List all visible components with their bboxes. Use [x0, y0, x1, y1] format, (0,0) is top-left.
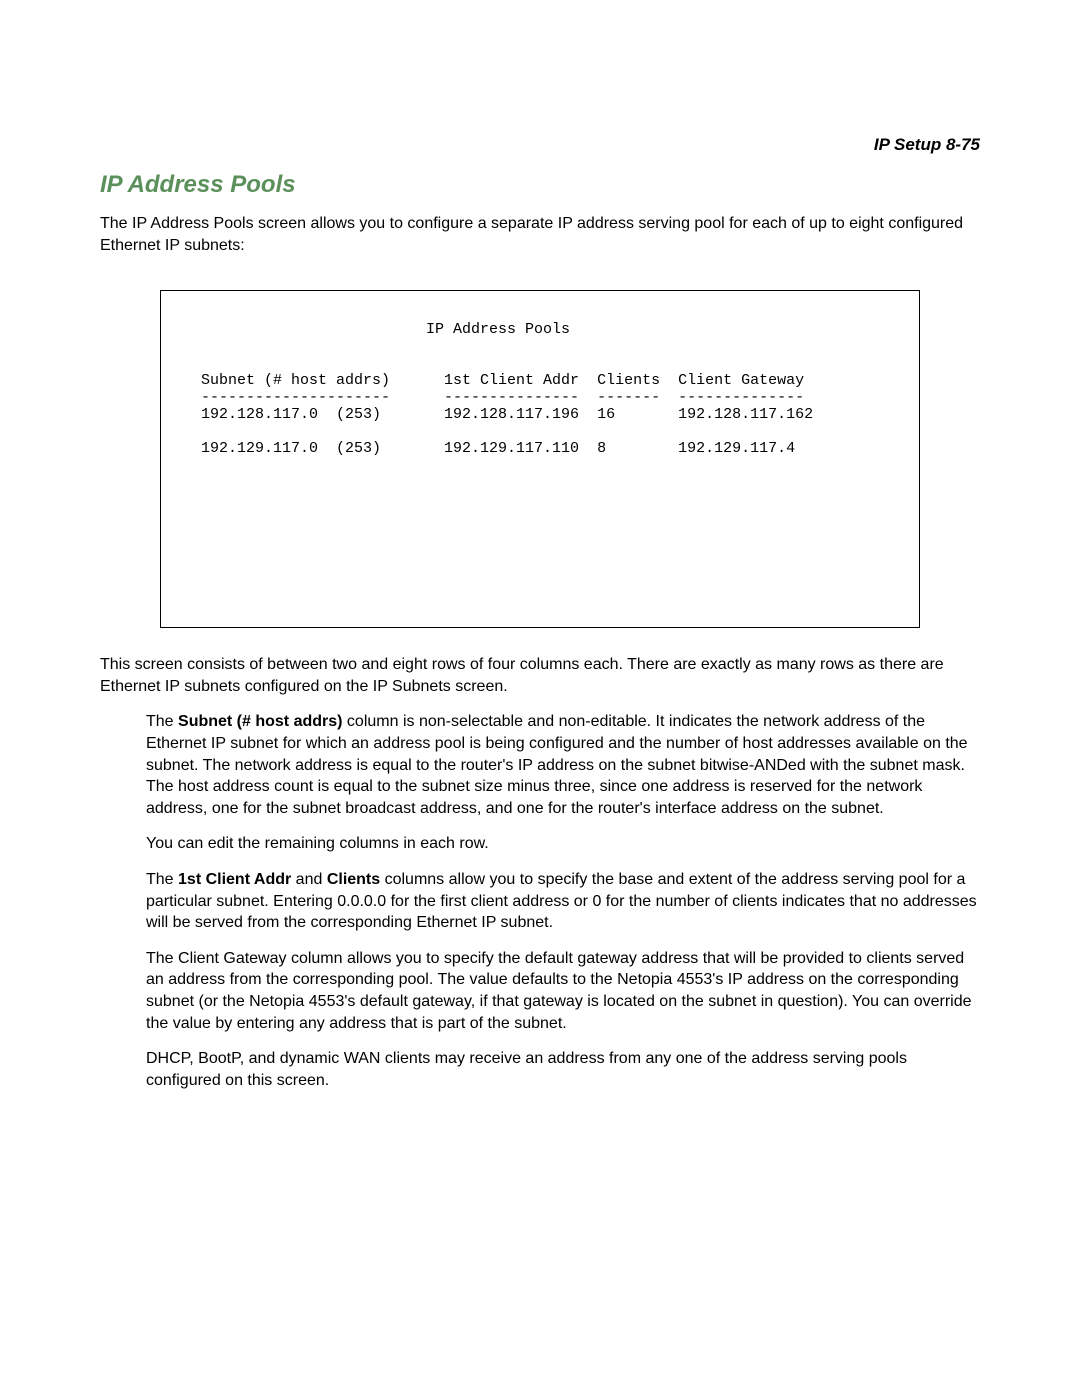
paragraph-4: The 1st Client Addr and Clients columns …	[146, 869, 980, 934]
page-header-label: IP Setup 8-75	[874, 135, 980, 154]
paragraph-2-prefix: The	[146, 713, 178, 730]
paragraph-5-text: The Client Gateway column allows you to …	[146, 950, 972, 1032]
document-page: IP Setup 8-75 IP Address Pools The IP Ad…	[0, 0, 1080, 1091]
paragraph-4-prefix: The	[146, 871, 178, 888]
paragraph-1: This screen consists of between two and …	[100, 654, 980, 697]
section-title: IP Address Pools	[100, 171, 980, 199]
paragraph-4-bold1: 1st Client Addr	[178, 871, 291, 888]
paragraph-3: You can edit the remaining columns in ea…	[146, 833, 980, 855]
paragraph-6-text: DHCP, BootP, and dynamic WAN clients may…	[146, 1050, 907, 1089]
intro-text: The IP Address Pools screen allows you t…	[100, 215, 963, 254]
paragraph-4-middle: and	[291, 871, 327, 888]
paragraph-3-text: You can edit the remaining columns in ea…	[146, 835, 489, 852]
intro-paragraph: The IP Address Pools screen allows you t…	[100, 213, 980, 256]
paragraph-4-bold2: Clients	[327, 871, 380, 888]
terminal-screen: IP Address Pools Subnet (# host addrs) 1…	[160, 290, 920, 628]
paragraph-6: DHCP, BootP, and dynamic WAN clients may…	[146, 1048, 980, 1091]
paragraph-1-text: This screen consists of between two and …	[100, 656, 944, 695]
paragraph-2-bold: Subnet (# host addrs)	[178, 713, 342, 730]
page-header: IP Setup 8-75	[100, 135, 980, 155]
paragraph-2: The Subnet (# host addrs) column is non-…	[146, 711, 980, 819]
paragraph-5: The Client Gateway column allows you to …	[146, 948, 980, 1034]
section-title-text: IP Address Pools	[100, 171, 296, 198]
